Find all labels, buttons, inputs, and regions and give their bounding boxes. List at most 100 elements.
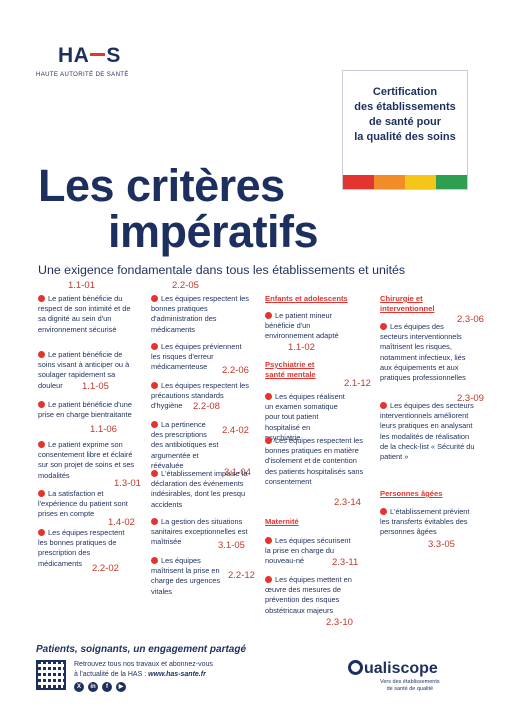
- criterion-code: 1.1-06: [90, 424, 117, 435]
- facebook-icon[interactable]: f: [102, 682, 112, 692]
- criterion-item: Les équipes respectent les précautions s…: [151, 381, 253, 412]
- criterion-item: La gestion des situations sanitaires exc…: [151, 517, 259, 548]
- criterion-item: Les équipes sécurisent la prise en charg…: [265, 536, 355, 567]
- page-title-line1: Les critères: [38, 160, 285, 211]
- criterion-code: 2.1-12: [344, 378, 371, 389]
- criterion-item: L'établissement prévient les transferts …: [380, 507, 475, 538]
- color-segment-yellow: [405, 175, 436, 189]
- criterion-item: Les équipes réalisent un examen somatiqu…: [265, 392, 345, 443]
- criterion-text: Le patient bénéficie de soins visant à a…: [38, 350, 130, 390]
- criterion-bullet-icon: [38, 295, 45, 302]
- section-heading-surgery: Chirurgie et interventionnel: [380, 294, 435, 313]
- criterion-bullet-icon: [151, 557, 158, 564]
- criterion-text: La satisfaction et l'expérience du patie…: [38, 489, 128, 519]
- criterion-item: Les équipes mettent en œuvre des mesures…: [265, 575, 357, 616]
- qualiscope-text: ualiscope: [364, 660, 438, 677]
- youtube-icon[interactable]: ▶: [116, 682, 126, 692]
- criterion-bullet-icon: [151, 295, 158, 302]
- criterion-item: Les équipes respectent les bonnes pratiq…: [265, 436, 365, 487]
- criterion-code: 2.3-10: [326, 617, 353, 628]
- certification-box: Certification des établissements de sant…: [342, 70, 468, 190]
- social-icons: X in f ▶: [74, 682, 126, 692]
- x-icon[interactable]: X: [74, 682, 84, 692]
- criterion-text: Les équipes des secteurs interventionnel…: [380, 401, 475, 462]
- criterion-item: Les équipes des secteurs interventionnel…: [380, 322, 472, 383]
- color-segment-red: [343, 175, 374, 189]
- criterion-code: 1.1-05: [82, 381, 109, 392]
- criterion-bullet-icon: [380, 323, 387, 330]
- criterion-item: Les équipes des secteurs interventionnel…: [380, 401, 475, 462]
- certification-color-bar: [343, 175, 467, 189]
- criterion-item: Les équipes maîtrisent la prise en charg…: [151, 556, 233, 597]
- criterion-bullet-icon: [38, 441, 45, 448]
- logo-subtitle: HAUTE AUTORITÉ DE SANTÉ: [36, 72, 129, 78]
- criterion-text: La gestion des situations sanitaires exc…: [151, 517, 248, 547]
- criterion-bullet-icon: [151, 382, 158, 389]
- criterion-code: 1.1-01: [68, 280, 95, 291]
- criterion-bullet-icon: [265, 437, 272, 444]
- qr-code-icon: [36, 660, 66, 690]
- website-link[interactable]: www.has-sante.fr: [148, 671, 206, 678]
- criterion-bullet-icon: [38, 490, 45, 497]
- criterion-code: 2.3-11: [332, 557, 359, 568]
- criterion-text: Le patient bénéficie d'une prise en char…: [38, 400, 133, 420]
- criterion-bullet-icon: [380, 402, 387, 409]
- criterion-code: 2.3-14: [334, 497, 361, 508]
- criterion-code: 1.3-01: [114, 478, 141, 489]
- criterion-text: Les équipes sécurisent la prise en charg…: [265, 536, 351, 566]
- certification-text: Certification des établissements de sant…: [343, 85, 467, 145]
- qualiscope-logo: ualiscope: [348, 660, 438, 678]
- has-logo: HA S: [58, 44, 121, 68]
- criterion-text: L'établissement prévient les transferts …: [380, 507, 470, 537]
- criterion-bullet-icon: [151, 470, 158, 477]
- criterion-bullet-icon: [265, 537, 272, 544]
- criterion-code: 2.3-09: [457, 393, 484, 404]
- criterion-text: La pertinence des prescriptions des anti…: [151, 420, 219, 470]
- criterion-code: 3.1-04: [224, 467, 251, 478]
- certification-line: de santé pour: [368, 116, 442, 128]
- criterion-text: Les équipes maîtrisent la prise en charg…: [151, 556, 221, 596]
- footer-text-line2: à l'actualité de la HAS : www.has-sante.…: [74, 670, 213, 680]
- criterion-item: Les équipes préviennent les risques d'er…: [151, 342, 253, 373]
- criterion-bullet-icon: [151, 343, 158, 350]
- criterion-text: Le patient exprime son consentement libr…: [38, 440, 135, 480]
- criterion-text: Les équipes respectent les bonnes pratiq…: [151, 294, 249, 334]
- footer-text-prefix: à l'actualité de la HAS :: [74, 671, 149, 678]
- criterion-code: 2.3-06: [457, 314, 484, 325]
- criterion-item: Les équipes respectent les bonnes pratiq…: [38, 528, 133, 569]
- criterion-text: Le patient bénéficie du respect de son i…: [38, 294, 131, 334]
- page-subtitle: Une exigence fondamentale dans tous les …: [38, 263, 406, 277]
- criterion-code: 1.1-02: [288, 342, 315, 353]
- criterion-item: Le patient mineur bénéficie d'un environ…: [265, 311, 360, 342]
- linkedin-icon[interactable]: in: [88, 682, 98, 692]
- section-heading-elderly: Personnes âgées: [380, 489, 443, 498]
- criterion-text: Les équipes respectent les précautions s…: [151, 381, 249, 411]
- criterion-item: Les équipes respectent les bonnes pratiq…: [151, 294, 253, 335]
- criterion-item: La pertinence des prescriptions des anti…: [151, 420, 219, 471]
- qualiscope-subtitle: Vers des établissements de santé de qual…: [380, 679, 440, 693]
- criterion-text: Les équipes mettent en œuvre des mesures…: [265, 575, 352, 615]
- criterion-text: Les équipes des secteurs interventionnel…: [380, 322, 466, 383]
- criterion-code: 1.4-02: [108, 517, 135, 528]
- criterion-text: Les équipes respectent les bonnes pratiq…: [265, 436, 364, 486]
- criterion-bullet-icon: [151, 518, 158, 525]
- criterion-text: Les équipes respectent les bonnes pratiq…: [38, 528, 125, 568]
- logo-dash: [90, 52, 106, 56]
- footer-tagline: Patients, soignants, un engagement parta…: [36, 644, 247, 655]
- criterion-item: Le patient exprime son consentement libr…: [38, 440, 138, 481]
- color-segment-orange: [374, 175, 405, 189]
- logo-text-suffix: S: [106, 44, 121, 67]
- qualiscope-q-icon: [348, 660, 363, 675]
- page-title-line2: impératifs: [108, 206, 319, 257]
- criterion-bullet-icon: [38, 401, 45, 408]
- criterion-item: Le patient bénéficie de soins visant à a…: [38, 350, 133, 391]
- criterion-bullet-icon: [265, 312, 272, 319]
- criterion-text: L'établissement impulse la déclaration d…: [151, 469, 248, 509]
- criterion-code: 2.2-06: [222, 365, 249, 376]
- criterion-bullet-icon: [38, 529, 45, 536]
- criterion-text: Les équipes réalisent un examen somatiqu…: [265, 392, 345, 442]
- section-heading-psychiatry: Psychiatrie et santé mentale: [265, 360, 316, 379]
- certification-line: Certification: [372, 86, 438, 98]
- criterion-text: Le patient mineur bénéficie d'un environ…: [265, 311, 339, 341]
- criterion-item: La satisfaction et l'expérience du patie…: [38, 489, 133, 520]
